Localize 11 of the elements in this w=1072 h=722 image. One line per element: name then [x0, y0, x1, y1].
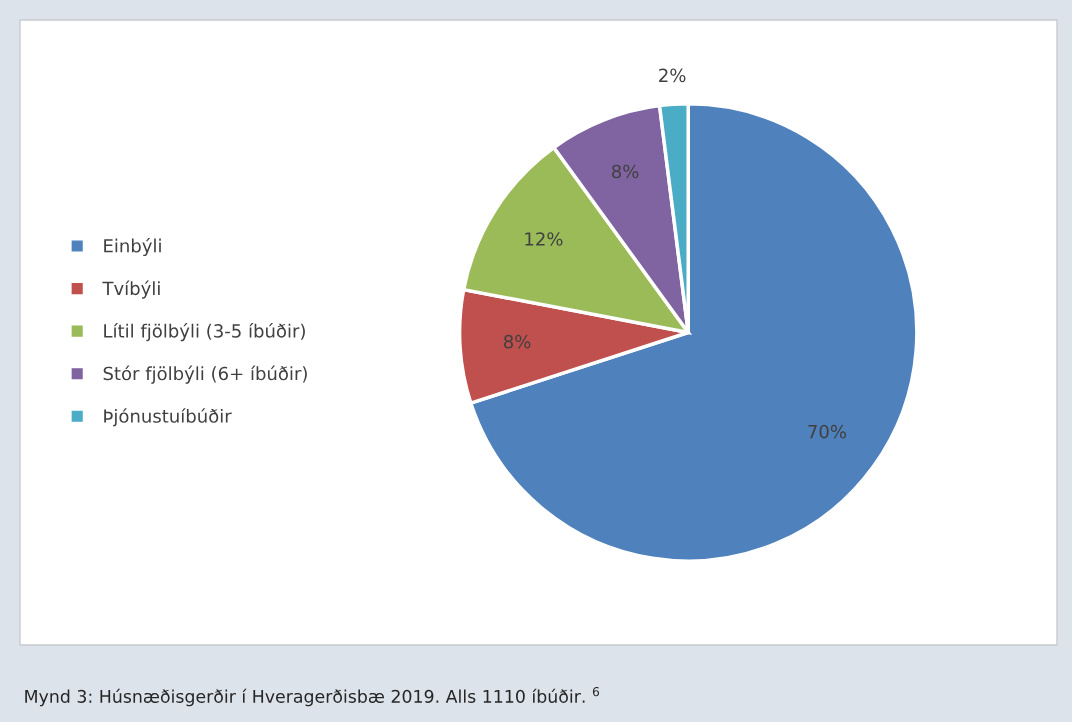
legend-label: Þjónustuíbúðir: [104, 408, 232, 427]
text: Mynd 3: Húsnæðisgerðir í Hveragerðisbæ 2019. Alls 1110 íbúðir. $^{6}$: [25, 687, 600, 707]
legend-label: Lítil fjölbýli (3-5 íbúðir): [104, 323, 305, 342]
legend-label: Einbýli: [104, 237, 161, 257]
data-label: 70%: [808, 424, 847, 439]
legend-label: Tvíbýli: [102, 280, 160, 299]
data-label: 8%: [503, 334, 531, 349]
data-label: 8%: [612, 164, 639, 179]
data-label: 2%: [659, 68, 686, 83]
data-label: 12%: [525, 232, 563, 246]
legend-label: Stór fjölbýli (6+ íbúðir): [103, 365, 307, 384]
